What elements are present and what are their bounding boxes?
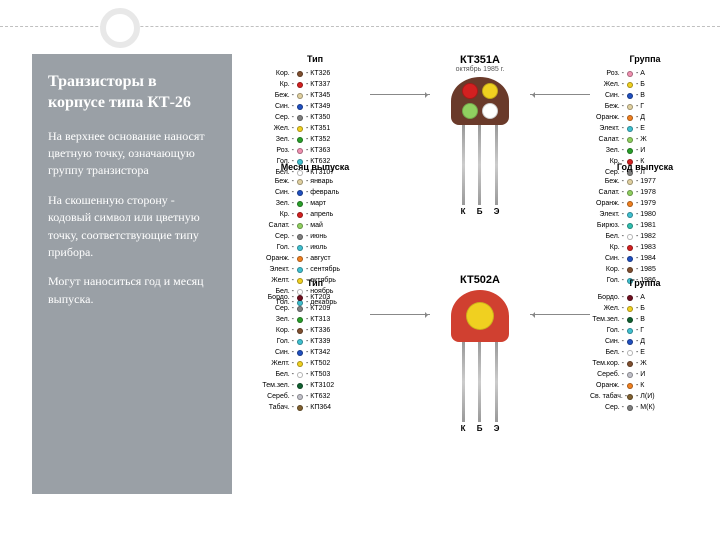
type-header: Тип xyxy=(260,54,370,65)
group-header: Группа xyxy=(590,54,700,65)
legend-row: Сер. - - КТ209 xyxy=(260,303,370,314)
legend-row: Син. - - февраль xyxy=(260,187,370,198)
transistor-kt502a-block: Тип Бордо. - - КТ203Сер. - - КТ209Зел. -… xyxy=(260,274,700,494)
legend-row: Тем.зел. - - КТ3102 xyxy=(260,380,370,391)
year-header: Год выпуска xyxy=(590,162,700,173)
type-column-top: Тип Кор. - - КТ326Кр. - - КТ337Беж. - - … xyxy=(260,54,370,178)
group-column-bot: Группа Бордо. - - АЖел. - - БТем.зел. - … xyxy=(590,278,700,413)
legend-row: Син. - - Д xyxy=(590,336,700,347)
legend-row: Зел. - - КТ352 xyxy=(260,134,370,145)
legend-row: Кр. - - КТ337 xyxy=(260,79,370,90)
legend-row: Гол. - - июль xyxy=(260,242,370,253)
arrow-group xyxy=(530,94,590,95)
legend-row: Роз. - - А xyxy=(590,68,700,79)
year-column: Год выпуска Беж. - - 1977Салат. - - 1978… xyxy=(590,162,700,286)
legend-row: Роз. - - КТ363 xyxy=(260,145,370,156)
legend-row: Сереб. - - И xyxy=(590,369,700,380)
legend-row: Сер. - - КТ350 xyxy=(260,112,370,123)
sidebar: Транзисторы в корпусе типа КТ-26 На верх… xyxy=(32,54,232,494)
legend-row: Кор. - - КТ326 xyxy=(260,68,370,79)
transistor-name-bot: КТ502А xyxy=(430,274,530,286)
arrow-type xyxy=(370,94,430,95)
legend-row: Оранж. - - 1979 xyxy=(590,198,700,209)
dot-3 xyxy=(462,103,478,119)
legend-row: Зел. - - И xyxy=(590,145,700,156)
transistor-subtitle: октябрь 1985 г. xyxy=(430,66,530,73)
group-column-top: Группа Роз. - - АЖел. - - БСин. - - ВБеж… xyxy=(590,54,700,178)
sidebar-title: Транзисторы в корпусе типа КТ-26 xyxy=(48,72,216,114)
legend-row: Жел. - - Б xyxy=(590,303,700,314)
legend-row: Оранж. - - Д xyxy=(590,112,700,123)
legend-row: Салат. - - Ж xyxy=(590,134,700,145)
legend-row: Тем.кор. - - Ж xyxy=(590,358,700,369)
legend-row: Св. табач. - - Л(И) xyxy=(590,391,700,402)
legend-row: Салат. - - май xyxy=(260,220,370,231)
pin-labels: К Б Э xyxy=(455,207,505,216)
legend-row: Беж. - - январь xyxy=(260,176,370,187)
leads-bot xyxy=(455,342,505,422)
legend-row: Сер. - - июнь xyxy=(260,231,370,242)
legend-row: Син. - - В xyxy=(590,90,700,101)
month-header: Месяц выпуска xyxy=(260,162,370,173)
transistor-kt351a: КТ351А октябрь 1985 г. К Б Э xyxy=(430,54,530,274)
legend-row: Бирюз. - - 1981 xyxy=(590,220,700,231)
arrow-group-bot xyxy=(530,314,590,315)
sidebar-para-2: На скошенную сторону - кодовый символ ил… xyxy=(48,192,216,262)
legend-row: Тем.зел. - - В xyxy=(590,314,700,325)
legend-row: Оранж. - - К xyxy=(590,380,700,391)
sidebar-para-3: Могут наноситься год и месяц выпуска. xyxy=(48,273,216,308)
leads xyxy=(455,125,505,205)
legend-row: Беж. - - Г xyxy=(590,101,700,112)
legend-row: Бордо. - - А xyxy=(590,292,700,303)
legend-row: Желт. - - КТ502 xyxy=(260,358,370,369)
dot-center xyxy=(466,302,494,330)
legend-row: Гол. - - КТ339 xyxy=(260,336,370,347)
transistor-kt502a: КТ502А К Б Э xyxy=(430,274,530,494)
legend-row: Бордо. - - КТ203 xyxy=(260,292,370,303)
dot-1 xyxy=(462,83,478,99)
legend-row: Элект. - - Е xyxy=(590,123,700,134)
transistor-cap-top xyxy=(451,77,509,125)
legend-row: Син. - - КТ349 xyxy=(260,101,370,112)
diagram: Тип Кор. - - КТ326Кр. - - КТ337Беж. - - … xyxy=(260,54,700,494)
legend-row: Син. - - 1984 xyxy=(590,253,700,264)
legend-row: Бел. - - КТ503 xyxy=(260,369,370,380)
legend-row: Табач. - - КП364 xyxy=(260,402,370,413)
legend-row: Оранж. - - август xyxy=(260,253,370,264)
legend-row: Элект. - - 1980 xyxy=(590,209,700,220)
dot-4 xyxy=(482,103,498,119)
transistor-cap-bot xyxy=(451,290,509,342)
transistor-kt351a-block: Тип Кор. - - КТ326Кр. - - КТ337Беж. - - … xyxy=(260,54,700,274)
legend-row: Зел. - - КТ313 xyxy=(260,314,370,325)
legend-row: Гол. - - Г xyxy=(590,325,700,336)
pin-labels-bot: К Б Э xyxy=(455,424,505,433)
legend-row: Беж. - - КТ345 xyxy=(260,90,370,101)
type-header-bot: Тип xyxy=(260,278,370,289)
legend-row: Кор. - - КТ336 xyxy=(260,325,370,336)
legend-row: Кр. - - апрель xyxy=(260,209,370,220)
legend-row: Син. - - КТ342 xyxy=(260,347,370,358)
group-header-bot: Группа xyxy=(590,278,700,289)
legend-row: Жел. - - Б xyxy=(590,79,700,90)
legend-row: Жел. - - КТ351 xyxy=(260,123,370,134)
arrow-type-bot xyxy=(370,314,430,315)
legend-row: Сер. - - М(К) xyxy=(590,402,700,413)
decorative-ring xyxy=(100,8,140,48)
legend-row: Сереб. - - КТ632 xyxy=(260,391,370,402)
type-column-bot: Тип Бордо. - - КТ203Сер. - - КТ209Зел. -… xyxy=(260,278,370,413)
legend-row: Кр. - - 1983 xyxy=(590,242,700,253)
legend-row: Бел. - - 1982 xyxy=(590,231,700,242)
legend-row: Беж. - - 1977 xyxy=(590,176,700,187)
legend-row: Зел. - - март xyxy=(260,198,370,209)
dot-2 xyxy=(482,83,498,99)
legend-row: Бел. - - Е xyxy=(590,347,700,358)
sidebar-para-1: На верхнее основание наносят цветную точ… xyxy=(48,128,216,180)
legend-row: Салат. - - 1978 xyxy=(590,187,700,198)
transistor-name: КТ351А xyxy=(430,54,530,66)
